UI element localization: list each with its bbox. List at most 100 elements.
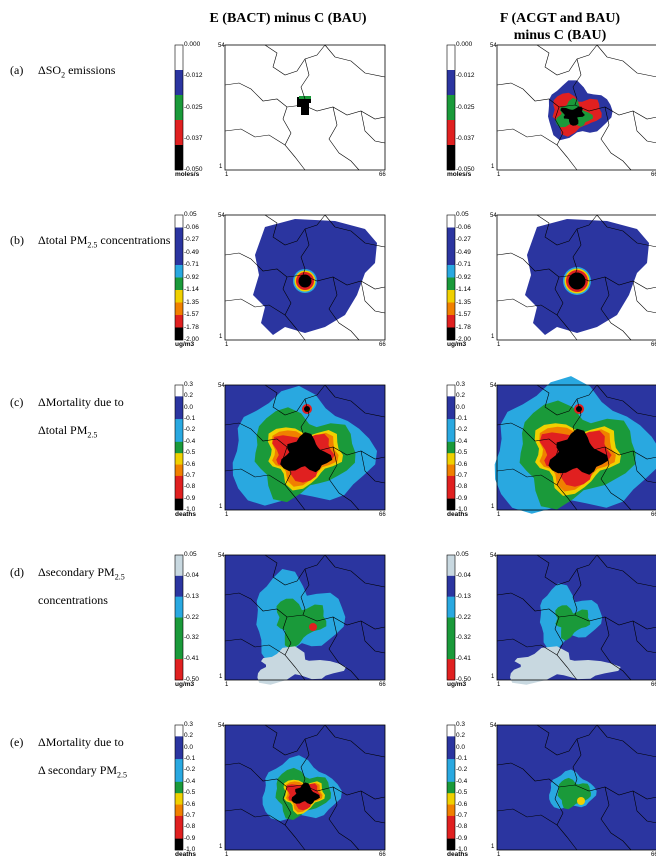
colour-bar-swatch (447, 385, 455, 397)
colour-bar-tick: -0.22 (456, 613, 471, 621)
axis-right-label: 66 (379, 852, 386, 858)
axis-left-label: 1 (225, 682, 229, 688)
colour-bar-tick: 0.2 (456, 732, 466, 740)
colour-bar-swatch (175, 827, 183, 839)
colour-bar-swatch (175, 385, 183, 397)
colour-bar-tick: -0.50 (184, 676, 199, 683)
colour-bar-swatch (447, 815, 455, 828)
mort-core (291, 782, 320, 805)
colour-bar-tick: 0.05 (184, 211, 197, 218)
colour-bar-swatch (447, 498, 455, 511)
colour-bar-unit: ug/m3 (447, 681, 467, 688)
colour-bar-swatch (447, 453, 455, 465)
colour-bar-swatch (175, 725, 183, 737)
label-text: ΔSO (38, 63, 62, 77)
label-text: emissions (65, 63, 116, 77)
colour-bar-tick: -0.2 (184, 766, 196, 774)
colour-bar-tick: 0.0 (456, 403, 466, 411)
colour-bar-swatch (175, 793, 183, 805)
row-label-line: ΔMortality due to (38, 735, 124, 750)
colour-bar-tick: -1.14 (456, 286, 471, 293)
colour-bar-unit: deaths (447, 851, 468, 858)
panel-a-e: 0.000 -0.012 -0.025 -0.037 -0.050 moles/s 54 1 1… (174, 41, 395, 185)
colour-bar-tick: 0.05 (184, 551, 197, 558)
emission-core (560, 106, 585, 126)
panel-d-f: 0.05 -0.04 -0.13 -0.22 -0.32 -0.41 -0.50 ug/m3 5… (446, 551, 656, 695)
axis-left-label: 1 (497, 512, 501, 518)
province-borders (224, 724, 386, 851)
mort-core (280, 432, 333, 473)
province-borders (496, 214, 656, 341)
colour-bar-swatch (175, 759, 183, 771)
colour-bar-swatch (175, 315, 183, 328)
province-borders (496, 554, 656, 681)
axis-right-label: 66 (651, 682, 656, 688)
label-text: concentrations (97, 233, 171, 247)
map-plot (496, 44, 656, 171)
province-borders (496, 384, 656, 511)
map-plot (224, 554, 386, 685)
colour-bar-swatch (175, 815, 183, 828)
colour-bar-swatch (447, 407, 455, 420)
map-plot (224, 214, 386, 341)
colour-bar-swatch (447, 302, 455, 316)
panel-b-e: 0.05 -0.06 -0.27 -0.49 -0.71 -0.92 -1.14 -1.35 -… (174, 211, 395, 355)
colour-bar (174, 724, 184, 851)
colour-bar-swatch (175, 302, 183, 316)
colour-bar-tick: -0.2 (456, 426, 468, 434)
colour-bar-swatch (175, 659, 183, 681)
colour-bar-tick: -0.8 (184, 823, 196, 831)
label-subscript: 2.5 (114, 572, 125, 582)
map-plot (224, 724, 386, 851)
province-borders (224, 384, 386, 511)
colour-bar-swatch (175, 145, 183, 171)
colour-bar-swatch (447, 227, 455, 241)
colour-bar-tick: -0.71 (184, 261, 199, 268)
colour-bar-tick: -0.5 (456, 449, 468, 457)
colour-bar-tick: -0.22 (184, 613, 199, 621)
colour-bar-swatch (175, 453, 183, 465)
colour-bar-tick: -0.4 (456, 777, 468, 785)
colour-bar-tick: -0.012 (456, 72, 475, 80)
colour-bar-swatch (175, 487, 183, 499)
colour-bar-swatch (447, 617, 455, 639)
colour-bar-tick: -0.037 (184, 134, 203, 142)
colour-bar-tick: -0.2 (184, 426, 196, 434)
axis-left-label: 1 (497, 682, 501, 688)
axis-top-label: 54 (218, 383, 225, 389)
colour-bar-tick: -0.41 (456, 655, 471, 663)
mort-north-core (576, 406, 582, 412)
colour-bar-swatch (175, 252, 183, 266)
map-plot (224, 44, 386, 171)
axis-right-label: 66 (651, 342, 656, 348)
colour-bar-tick: -1.0 (456, 506, 468, 513)
column-header-f-line2: minus C (BAU) (513, 28, 607, 43)
colour-bar-swatch (175, 498, 183, 511)
colour-bar-swatch (447, 70, 455, 96)
colour-bar-tick: -0.27 (184, 236, 199, 243)
label-text: Δtotal PM (38, 423, 88, 437)
colour-bar-swatch (175, 407, 183, 420)
colour-bar-swatch (175, 45, 183, 71)
colour-bar-swatch (447, 575, 455, 597)
colour-bar-tick: -0.04 (184, 571, 199, 579)
colour-bar-swatch (447, 475, 455, 488)
colour-bar-tick: -1.35 (456, 298, 471, 306)
colour-bar-tick: -0.06 (184, 223, 199, 231)
colour-bar-swatch (175, 770, 183, 783)
sec-hotspot (309, 623, 317, 631)
colour-bar-tick: -0.7 (184, 471, 196, 479)
colour-bar-tick: -0.9 (456, 834, 468, 842)
label-text: Δ secondary PM (38, 763, 118, 777)
axis-left-label: 1 (497, 172, 501, 178)
colour-bar-tick: -0.32 (456, 634, 471, 642)
colour-bar-swatch (175, 430, 183, 443)
row-label-1: (b) Δtotal PM2.5 concentrations (10, 233, 175, 293)
colour-bar (174, 384, 184, 511)
row-label-4: (e) ΔMortality due to Δ secondary PM2.5 (10, 735, 175, 795)
colour-bar-swatch (175, 747, 183, 760)
colour-bar-unit: ug/m3 (175, 341, 195, 348)
axis-top-label: 54 (218, 213, 225, 219)
row-tag: (d) (10, 565, 24, 579)
colour-bar-tick: 0.0 (184, 403, 194, 411)
